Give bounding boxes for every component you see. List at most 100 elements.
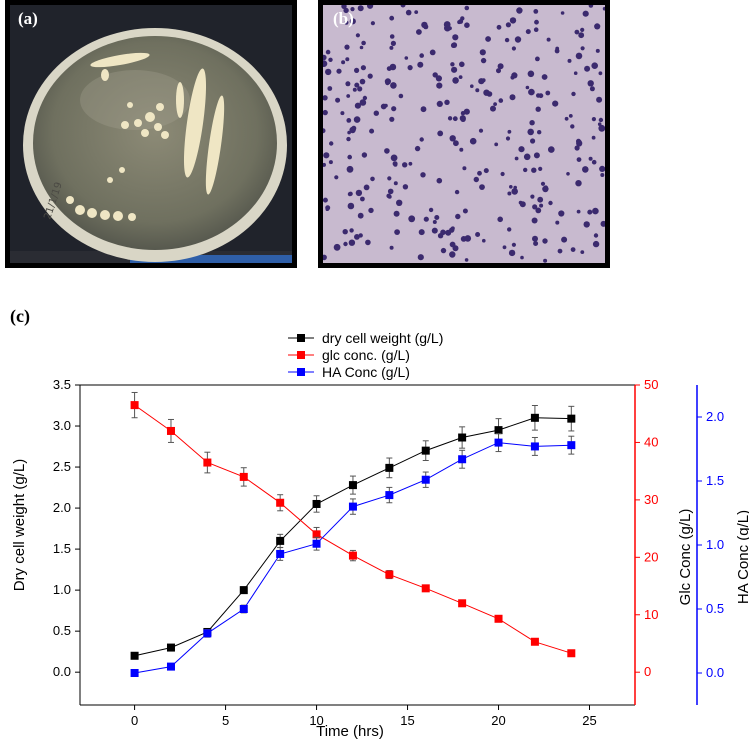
stained-cell — [389, 45, 394, 50]
stained-cell — [529, 120, 535, 126]
stained-cell — [370, 21, 375, 26]
stained-cell — [475, 232, 481, 237]
stained-cell — [323, 60, 328, 67]
stained-cell — [591, 135, 596, 140]
stained-cell — [576, 209, 581, 214]
legend-marker — [297, 368, 305, 376]
data-point — [312, 499, 321, 508]
stained-cell — [346, 118, 352, 123]
stained-cell — [504, 37, 510, 43]
stained-cell — [464, 22, 470, 29]
chart-axes: 0 5 10 15 20 25 0.0 0.5 1.0 1.5 2.0 2.5 3.0 3.5 0 10 20 3… — [53, 377, 724, 728]
stained-cell — [534, 19, 539, 25]
stained-cell — [511, 46, 516, 51]
data-point — [166, 426, 175, 435]
stained-cell — [584, 65, 591, 72]
stained-cell — [323, 128, 326, 134]
stained-cell — [361, 40, 366, 46]
series-line-1 — [134, 404, 572, 654]
stained-cell — [389, 34, 395, 39]
stained-cell — [347, 202, 355, 210]
data-point — [421, 475, 430, 484]
legend-marker — [297, 351, 305, 359]
stained-cell — [354, 82, 360, 88]
stained-cell — [420, 172, 426, 178]
stained-cell — [483, 89, 490, 96]
stained-cell — [407, 65, 413, 71]
stained-cell — [345, 81, 351, 87]
stained-cell — [493, 102, 497, 106]
stained-cell — [434, 215, 440, 220]
stained-cell — [365, 239, 371, 246]
data-point — [458, 433, 467, 442]
stained-cell — [325, 49, 331, 55]
stained-cell — [391, 106, 397, 112]
stained-cell — [445, 229, 452, 236]
left-tick-label: 0.0 — [53, 664, 71, 679]
stained-cell — [542, 238, 548, 244]
stained-cell — [582, 10, 589, 17]
stained-cell — [447, 116, 453, 121]
data-point — [130, 401, 139, 410]
right-glc-tick-label: 20 — [644, 549, 658, 564]
data-point — [203, 629, 212, 638]
stained-cell — [443, 21, 451, 28]
stained-cell — [393, 181, 398, 186]
stained-cell — [498, 98, 504, 103]
stained-cell — [481, 78, 486, 83]
stained-cell — [336, 68, 342, 74]
stained-cell — [555, 220, 560, 225]
stained-cell — [566, 172, 570, 176]
stained-cell — [531, 217, 538, 224]
stained-cell — [580, 250, 585, 255]
stained-cell — [597, 122, 602, 126]
stained-cell — [360, 196, 365, 202]
stained-cell — [479, 184, 485, 191]
right-glc-tick-label: 30 — [644, 492, 658, 507]
stained-cell — [598, 71, 603, 76]
stained-cell — [418, 229, 425, 236]
stained-cell — [325, 207, 330, 211]
stained-cell — [485, 36, 491, 42]
stained-cell — [389, 116, 395, 122]
stained-cell — [570, 124, 575, 129]
stained-cell — [402, 162, 408, 168]
stained-cell — [419, 53, 424, 58]
stained-cell — [600, 220, 605, 227]
stained-cell — [417, 254, 424, 261]
stained-cell — [576, 140, 583, 147]
data-point — [276, 549, 285, 558]
data-point — [130, 669, 139, 677]
stained-cell — [511, 188, 518, 195]
stained-cell — [390, 154, 398, 162]
stained-cell — [361, 152, 368, 158]
stained-cell — [588, 156, 593, 161]
x-tick-label: 0 — [131, 713, 138, 728]
stained-cell — [432, 220, 437, 224]
stained-cell — [532, 235, 538, 242]
stained-cell — [528, 88, 535, 96]
stained-cell — [537, 130, 542, 135]
stained-cell — [463, 108, 470, 115]
stained-cell — [482, 238, 486, 243]
stained-cell — [473, 176, 479, 183]
stained-cell — [408, 161, 413, 166]
stained-cell — [598, 117, 604, 123]
stained-cell — [573, 71, 578, 75]
stained-cell — [507, 129, 512, 134]
left-tick-label: 2.0 — [53, 500, 71, 515]
stained-cell — [531, 167, 537, 173]
stained-cell — [564, 116, 569, 121]
stained-cell — [449, 241, 456, 248]
stained-cell — [323, 152, 330, 159]
stained-cell — [588, 5, 594, 8]
stained-cell — [574, 29, 580, 35]
stained-cell — [548, 146, 555, 153]
stained-cell — [323, 109, 328, 116]
stained-cell — [348, 191, 353, 196]
stained-cell — [483, 168, 489, 174]
stained-cell — [542, 185, 549, 193]
stained-cell — [543, 258, 548, 263]
stained-cell — [519, 201, 526, 208]
stained-cell — [509, 94, 516, 101]
